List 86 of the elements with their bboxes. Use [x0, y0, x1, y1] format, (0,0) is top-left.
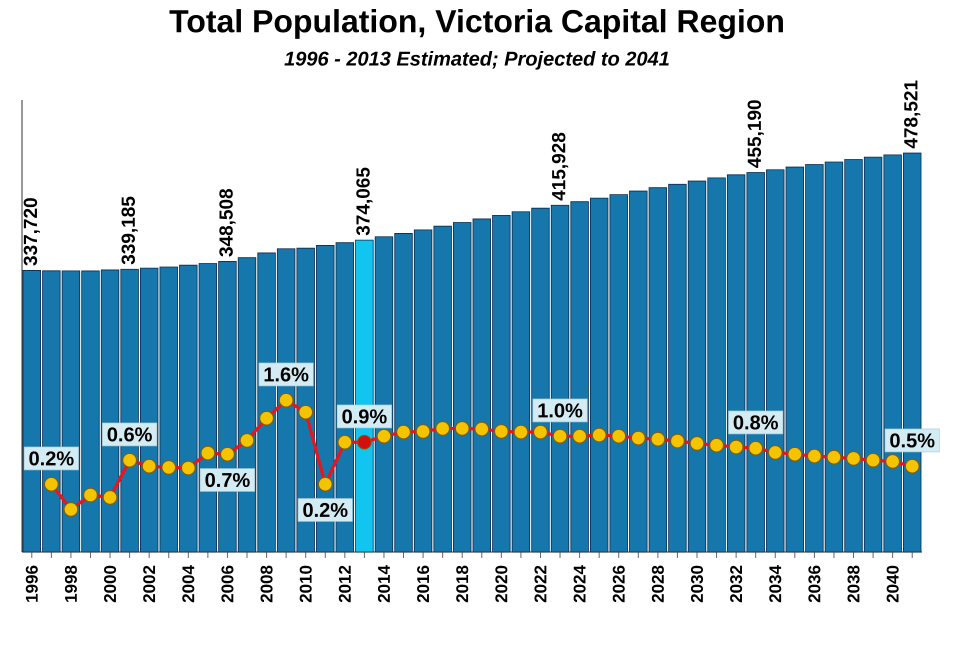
point — [846, 451, 861, 466]
point — [240, 433, 254, 448]
point — [200, 446, 216, 460]
data-label: 348,508 — [219, 188, 236, 257]
data-label: 0.2% — [303, 502, 348, 518]
point — [728, 440, 744, 454]
point — [788, 446, 802, 462]
data-label: 1.0% — [538, 403, 582, 418]
point — [670, 434, 685, 448]
point — [826, 450, 842, 465]
point — [122, 452, 137, 468]
point — [161, 460, 176, 475]
x-tick-label: 2002 — [143, 566, 156, 602]
x-tick-label: 1998 — [64, 566, 77, 602]
point — [44, 476, 59, 492]
data-label: 1.6% — [264, 367, 308, 382]
x-tick-label: 2010 — [300, 566, 312, 602]
point — [572, 428, 587, 444]
point — [142, 458, 156, 474]
point — [748, 440, 763, 456]
data-label: 0.8% — [734, 415, 778, 430]
point — [494, 424, 509, 439]
point — [435, 421, 450, 436]
x-tick-label: 2036 — [808, 566, 820, 602]
point — [376, 428, 392, 444]
point — [592, 428, 606, 442]
point — [690, 436, 704, 451]
point — [866, 452, 880, 468]
chart-subtitle: 1996 - 2013 Estimated; Projected to 2041 — [284, 51, 669, 70]
point — [83, 488, 98, 502]
x-tick-label: 2032 — [730, 566, 742, 602]
point — [807, 448, 822, 464]
x-tick-label: 2026 — [612, 566, 625, 602]
point — [318, 476, 333, 492]
point — [357, 434, 372, 450]
data-label: 455,190 — [748, 100, 764, 168]
x-tick-label: 2006 — [221, 566, 234, 602]
data-label: 0.6% — [108, 427, 152, 442]
x-tick-label: 2038 — [848, 566, 860, 602]
point — [338, 434, 352, 450]
x-tick-label: 2040 — [886, 566, 899, 602]
chart-title: Total Population, Victoria Capital Region — [169, 9, 783, 40]
point — [259, 410, 274, 426]
data-label: 339,185 — [122, 196, 138, 264]
point — [611, 428, 626, 444]
x-tick-label: 2014 — [378, 565, 390, 602]
x-tick-label: 2022 — [534, 566, 546, 602]
x-tick-label: 2034 — [769, 565, 782, 602]
x-tick-label: 2024 — [574, 565, 586, 602]
point — [102, 490, 118, 505]
data-label: 0.2% — [29, 451, 74, 466]
point — [181, 460, 196, 476]
x-tick-label: 2018 — [456, 566, 468, 602]
x-tick-label: 2020 — [495, 566, 508, 602]
point — [904, 458, 920, 474]
x-tick-label: 2028 — [652, 566, 664, 602]
point — [396, 424, 411, 440]
point — [631, 430, 646, 446]
point — [533, 424, 548, 440]
point — [552, 428, 568, 444]
data-label: 374,065 — [356, 168, 373, 236]
data-label: 478,521 — [904, 80, 920, 148]
x-tick-label: 2004 — [182, 565, 194, 602]
x-tick-label: 2012 — [338, 566, 351, 602]
x-tick-label: 2000 — [104, 566, 116, 602]
point — [220, 446, 235, 462]
data-label: 0.9% — [342, 409, 387, 424]
x-tick-label: 2008 — [260, 566, 273, 602]
point — [768, 445, 783, 460]
data-label: 337,720 — [24, 198, 40, 266]
point — [278, 392, 294, 408]
point — [64, 502, 78, 517]
data-label: 415,928 — [552, 132, 568, 201]
point — [454, 421, 470, 436]
x-tick-label: 1996 — [26, 566, 38, 602]
point — [514, 424, 528, 440]
point — [416, 424, 430, 439]
point — [650, 432, 666, 447]
point — [298, 404, 313, 420]
point — [709, 438, 724, 453]
point — [474, 422, 490, 436]
data-label: 0.5% — [890, 433, 934, 448]
x-tick-label: 2016 — [417, 566, 430, 602]
point — [885, 454, 900, 469]
data-label: 0.7% — [205, 472, 250, 488]
x-tick-label: 2030 — [690, 566, 704, 602]
